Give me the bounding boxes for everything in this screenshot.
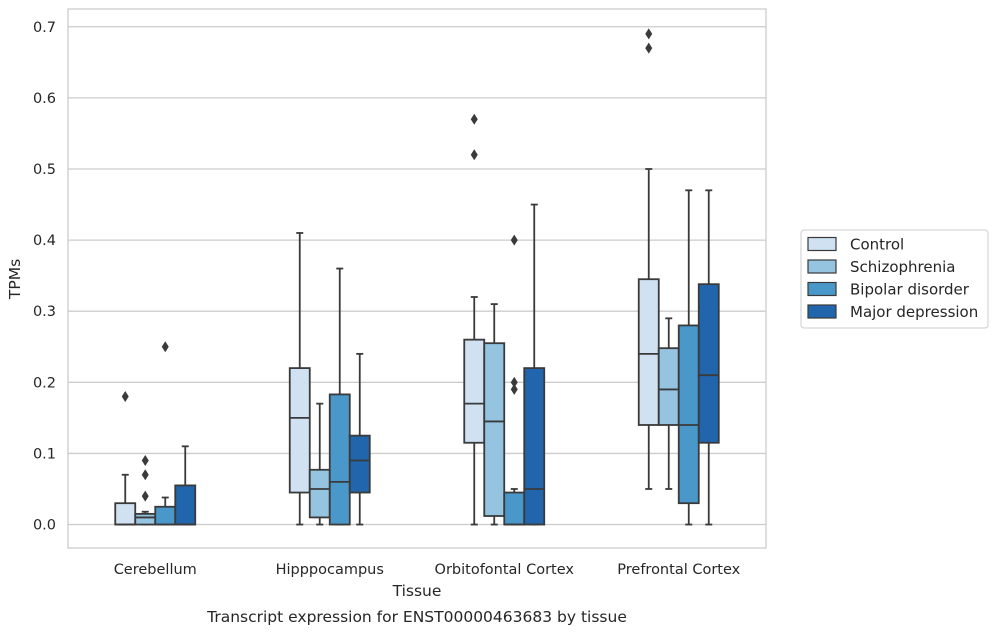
y-tick-label: 0.3 [33, 304, 56, 320]
outlier-point [645, 28, 653, 40]
y-tick-label: 0.6 [33, 91, 56, 107]
box-group [328, 267, 351, 526]
box [308, 468, 331, 519]
legend-swatch [807, 259, 837, 274]
gridlines [68, 26, 766, 526]
box-group [174, 445, 197, 526]
box-group [697, 189, 720, 526]
box [523, 367, 546, 526]
box [154, 505, 177, 526]
y-tick-label: 0.1 [33, 446, 56, 462]
legend: Control Schizophrenia Bipolar disorder Majo… [800, 229, 989, 329]
plot-frame [67, 8, 767, 549]
box [637, 278, 660, 426]
box [697, 283, 720, 444]
x-axis-ticks: Cerebellum Hipppocampus Orbitofontal Corte… [114, 562, 741, 578]
outlier-point [510, 376, 518, 388]
box [348, 434, 371, 494]
box-group [523, 203, 546, 526]
outlier-point [645, 42, 653, 54]
outlier-point [121, 391, 129, 403]
outlier-point [510, 234, 518, 246]
outlier-point [470, 113, 478, 125]
y-tick-label: 0.0 [33, 518, 56, 534]
y-axis-label: TPMs [6, 259, 24, 300]
box-group [503, 234, 526, 526]
x-tick-label: Prefrontal Cortex [617, 562, 740, 578]
legend-frame [800, 229, 989, 329]
box-group [288, 232, 311, 526]
box [174, 484, 197, 526]
box [657, 347, 680, 426]
outlier-point [470, 149, 478, 161]
box [288, 367, 311, 494]
box [114, 502, 137, 526]
y-tick-label: 0.7 [33, 20, 56, 36]
legend-label: Schizophrenia [850, 258, 955, 276]
box-group [134, 455, 157, 526]
outlier-point [141, 455, 149, 467]
box-group [154, 341, 177, 526]
y-tick-label: 0.4 [33, 233, 56, 249]
legend-label: Major depression [850, 303, 978, 321]
outlier-point [510, 383, 518, 395]
chart-caption: Transcript expression for ENST0000046368… [206, 608, 627, 626]
box [503, 491, 526, 526]
box-group [677, 189, 700, 526]
legend-swatch [807, 304, 837, 319]
box [483, 342, 506, 517]
box-group [657, 317, 680, 490]
x-tick-label: Cerebellum [114, 562, 197, 578]
x-axis-label: Tissue [392, 582, 442, 600]
box-group [483, 303, 506, 526]
box-group [348, 352, 371, 526]
legend-swatch [807, 281, 837, 297]
box-group [114, 391, 137, 526]
outlier-point [161, 341, 169, 353]
x-tick-label: Orbitofontal Cortex [435, 562, 575, 578]
box [328, 393, 351, 526]
box [134, 512, 157, 526]
x-tick-label: Hipppocampus [276, 562, 384, 578]
box-plot-area [114, 28, 720, 526]
legend-label: Bipolar disorder [850, 281, 970, 299]
outlier-point [141, 469, 149, 481]
box-group [463, 113, 486, 526]
y-axis-ticks: 0.0 0.1 0.2 0.3 0.4 0.5 0.6 0.7 [33, 20, 56, 534]
box-group [308, 402, 331, 526]
y-tick-label: 0.2 [33, 375, 56, 391]
legend-label: Control [850, 236, 904, 254]
legend-swatch [807, 236, 837, 252]
box [463, 338, 486, 444]
y-tick-label: 0.5 [33, 162, 56, 178]
box [677, 324, 700, 505]
outlier-point [141, 490, 149, 502]
